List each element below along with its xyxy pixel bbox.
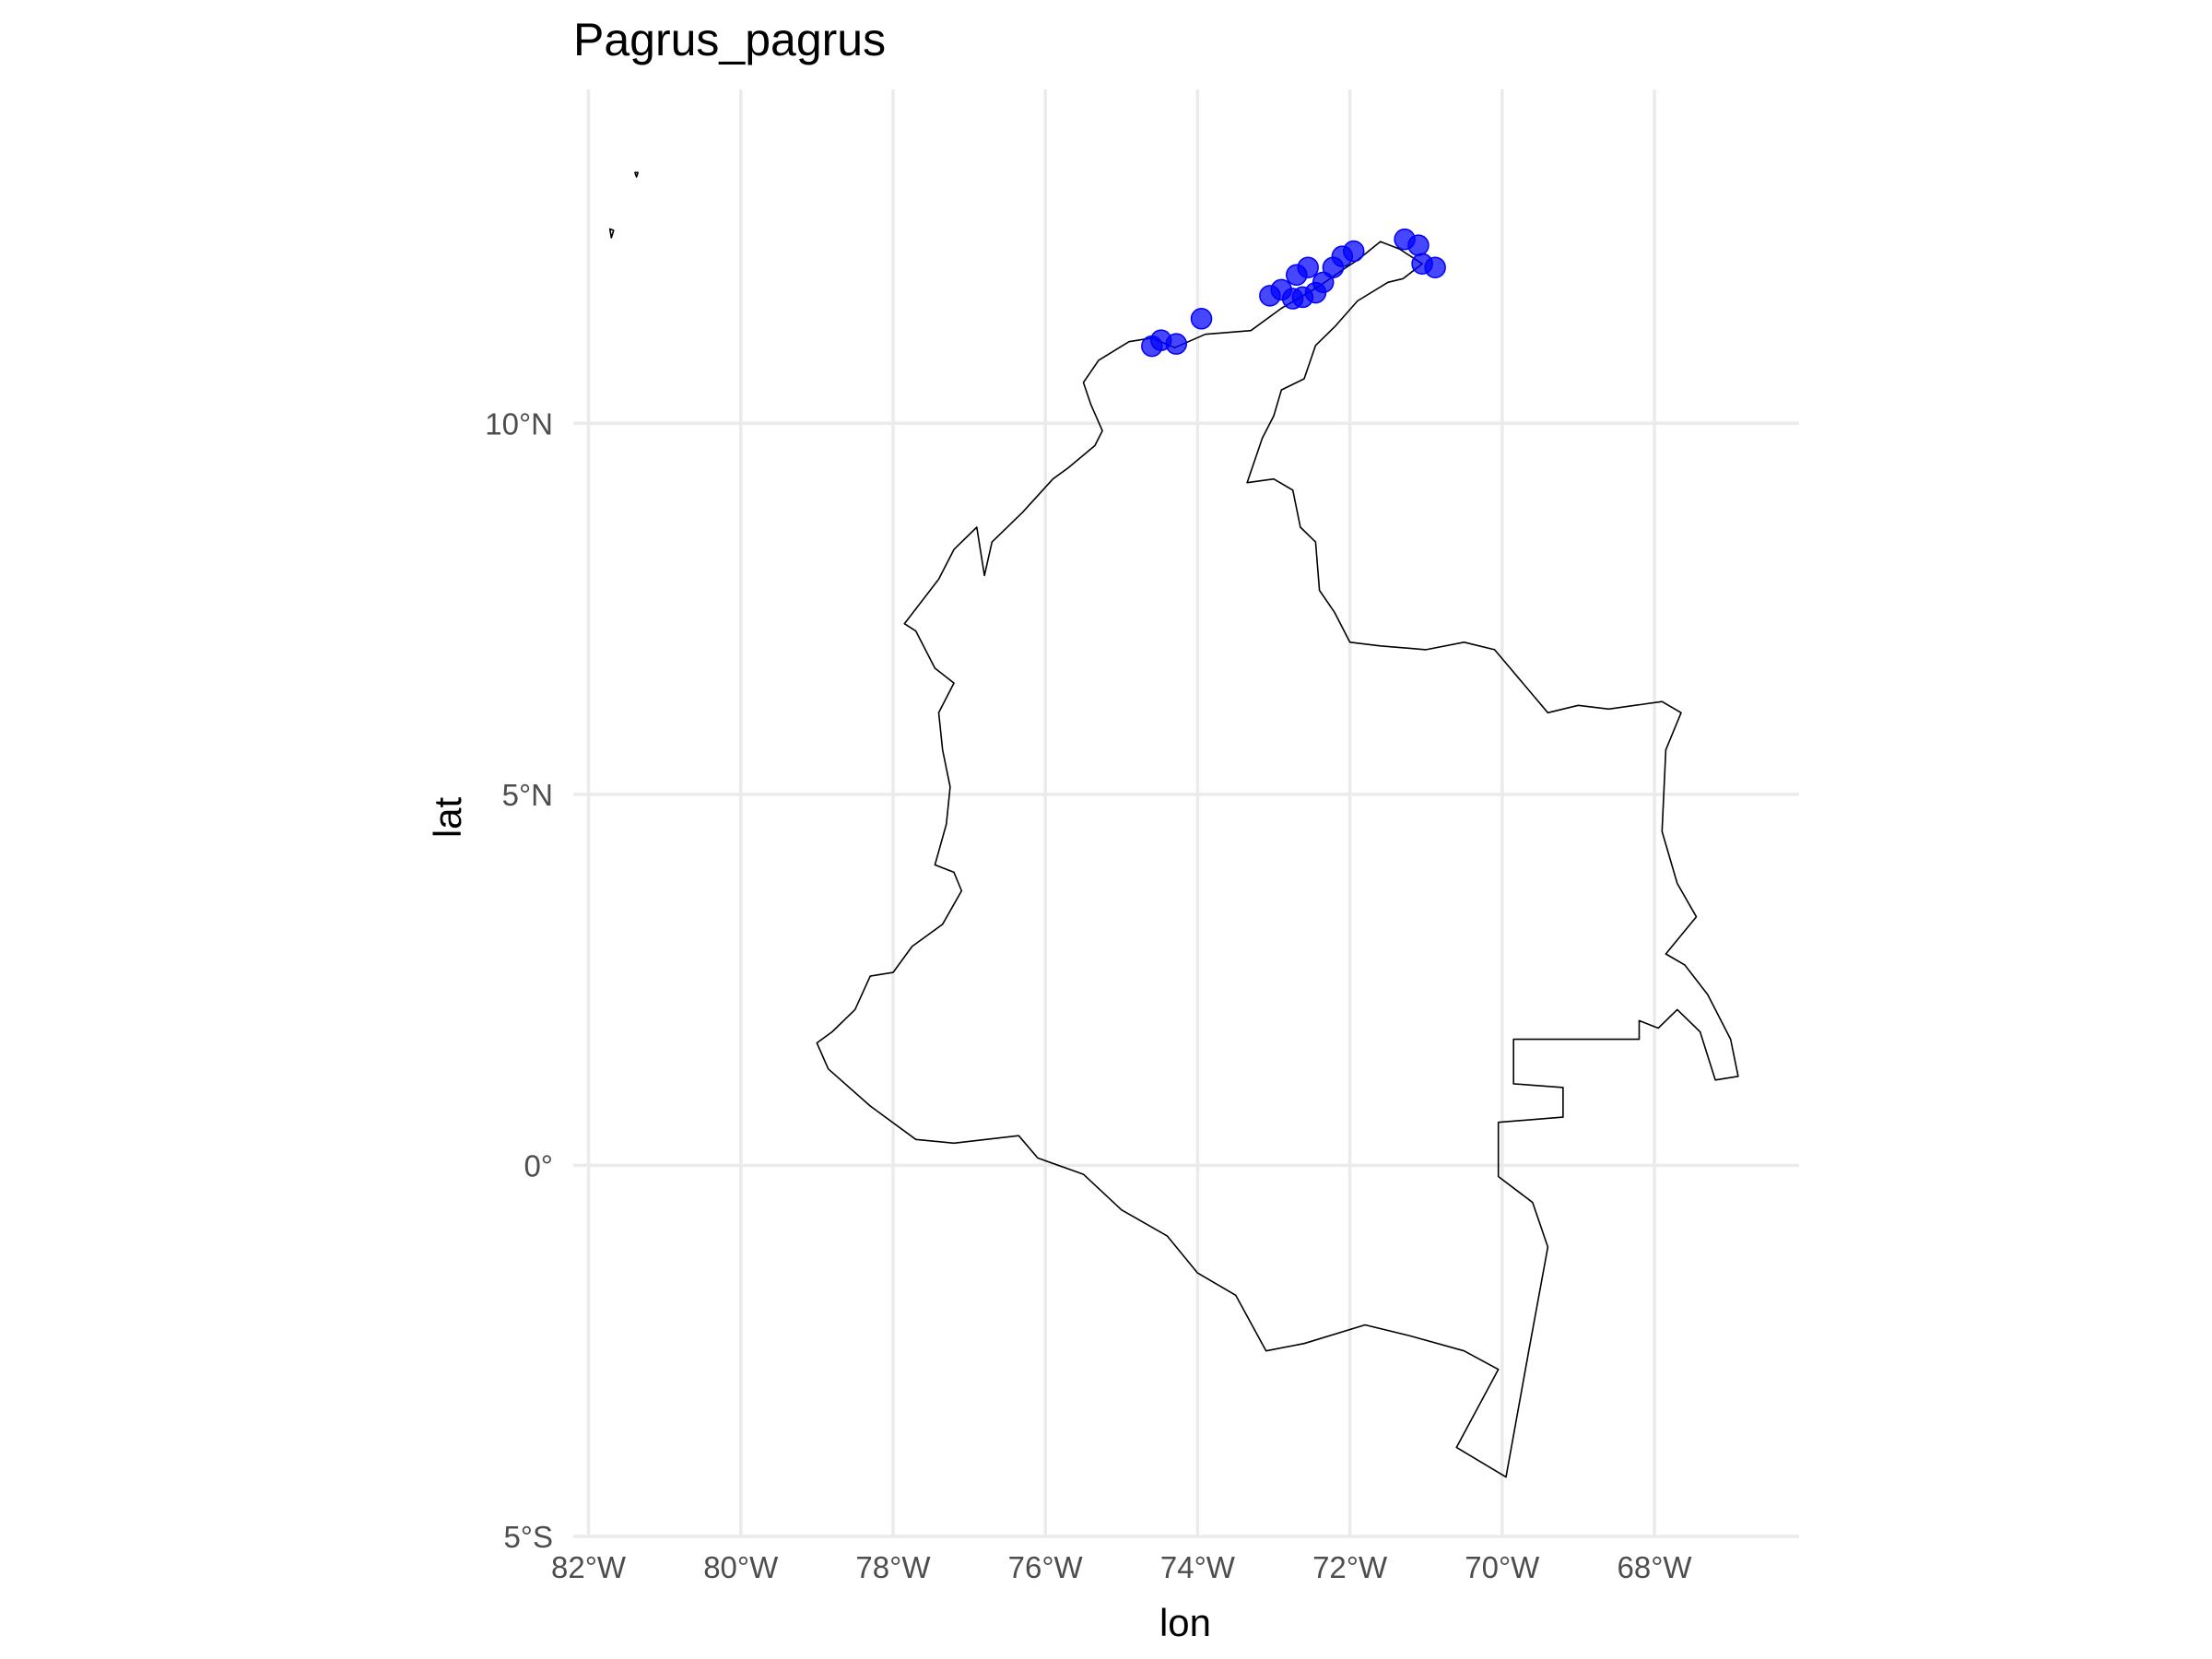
axis-tick-labels: 82°W 80°W 78°W 76°W 74°W 72°W 70°W 68°W 10°N 5°N 0…: [485, 406, 1692, 1584]
mainland-outline: [816, 241, 1739, 1478]
x-tick-label: 82°W: [551, 1550, 627, 1584]
y-tick-label: 5°S: [503, 1520, 553, 1554]
y-axis-title: lat: [426, 796, 469, 838]
x-tick-label: 76°W: [1008, 1550, 1084, 1584]
occurrence-point: [1407, 234, 1430, 256]
x-tick-label: 72°W: [1312, 1550, 1388, 1584]
occurrence-point: [1297, 256, 1319, 278]
y-tick-label: 0°: [524, 1148, 553, 1182]
x-tick-label: 70°W: [1465, 1550, 1540, 1584]
x-tick-label: 74°W: [1160, 1550, 1236, 1584]
occurrence-point: [1312, 271, 1335, 294]
x-tick-label: 80°W: [703, 1550, 779, 1584]
grid-lines: [573, 89, 1799, 1538]
y-tick-label: 10°N: [485, 406, 553, 441]
country-outline: [608, 171, 1739, 1478]
island-outline: [608, 228, 615, 239]
chart-title: Pagrus_pagrus: [573, 14, 886, 65]
occurrence-point: [1165, 333, 1188, 355]
occurrence-point: [1424, 256, 1446, 278]
y-tick-label: 5°N: [502, 778, 553, 812]
x-tick-label: 68°W: [1618, 1550, 1693, 1584]
occurrence-point: [1190, 308, 1213, 330]
island-outline: [634, 171, 639, 178]
x-tick-label: 78°W: [855, 1550, 931, 1584]
occurrence-points: [1141, 228, 1446, 358]
occurrence-point: [1342, 240, 1365, 263]
x-axis-title: lon: [1159, 1601, 1211, 1644]
